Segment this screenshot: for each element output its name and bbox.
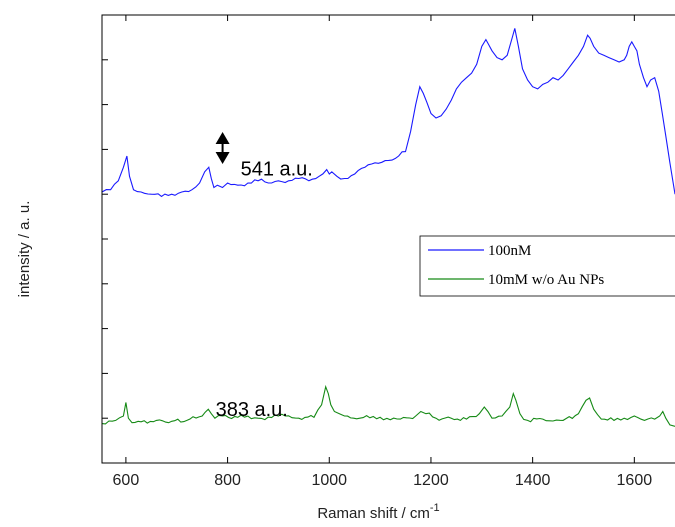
- x-tick-label-3: 1200: [413, 472, 449, 489]
- x-axis-label: Raman shift / cm-1: [317, 502, 439, 522]
- legend-box: [419, 235, 675, 297]
- axis-ticks: [102, 15, 635, 463]
- y-axis-label: intensity / a. u.: [16, 201, 33, 298]
- plot-lines: [101, 28, 675, 427]
- x-tick-label-5: 1600: [617, 472, 653, 489]
- arrow-head-down: [215, 152, 230, 164]
- series-line-0: [101, 28, 675, 198]
- legend-label-10mM: 10mM w/o Au NPs: [488, 272, 604, 288]
- annotation-541: 541 a.u.: [241, 158, 313, 180]
- x-tick-label-1: 800: [214, 472, 241, 489]
- annotations: 541 a.u. 383 a.u.: [215, 132, 313, 421]
- x-tick-label-0: 600: [113, 472, 140, 489]
- axis-tick-labels: 600 800 1000 1200 1400 1600: [113, 472, 653, 489]
- legend-label-100nM: 100nM: [488, 243, 531, 259]
- series-line-1: [101, 384, 675, 427]
- x-tick-label-4: 1400: [515, 472, 551, 489]
- double-arrow-icon: [215, 132, 230, 164]
- x-axis-label-superscript: -1: [430, 502, 440, 514]
- x-axis-label-text: Raman shift / cm: [317, 505, 430, 522]
- x-tick-label-2: 1000: [311, 472, 347, 489]
- arrow-head-up: [215, 132, 230, 144]
- legend: 100nM 10mM w/o Au NPs: [419, 235, 675, 297]
- annotation-383: 383 a.u.: [216, 399, 288, 421]
